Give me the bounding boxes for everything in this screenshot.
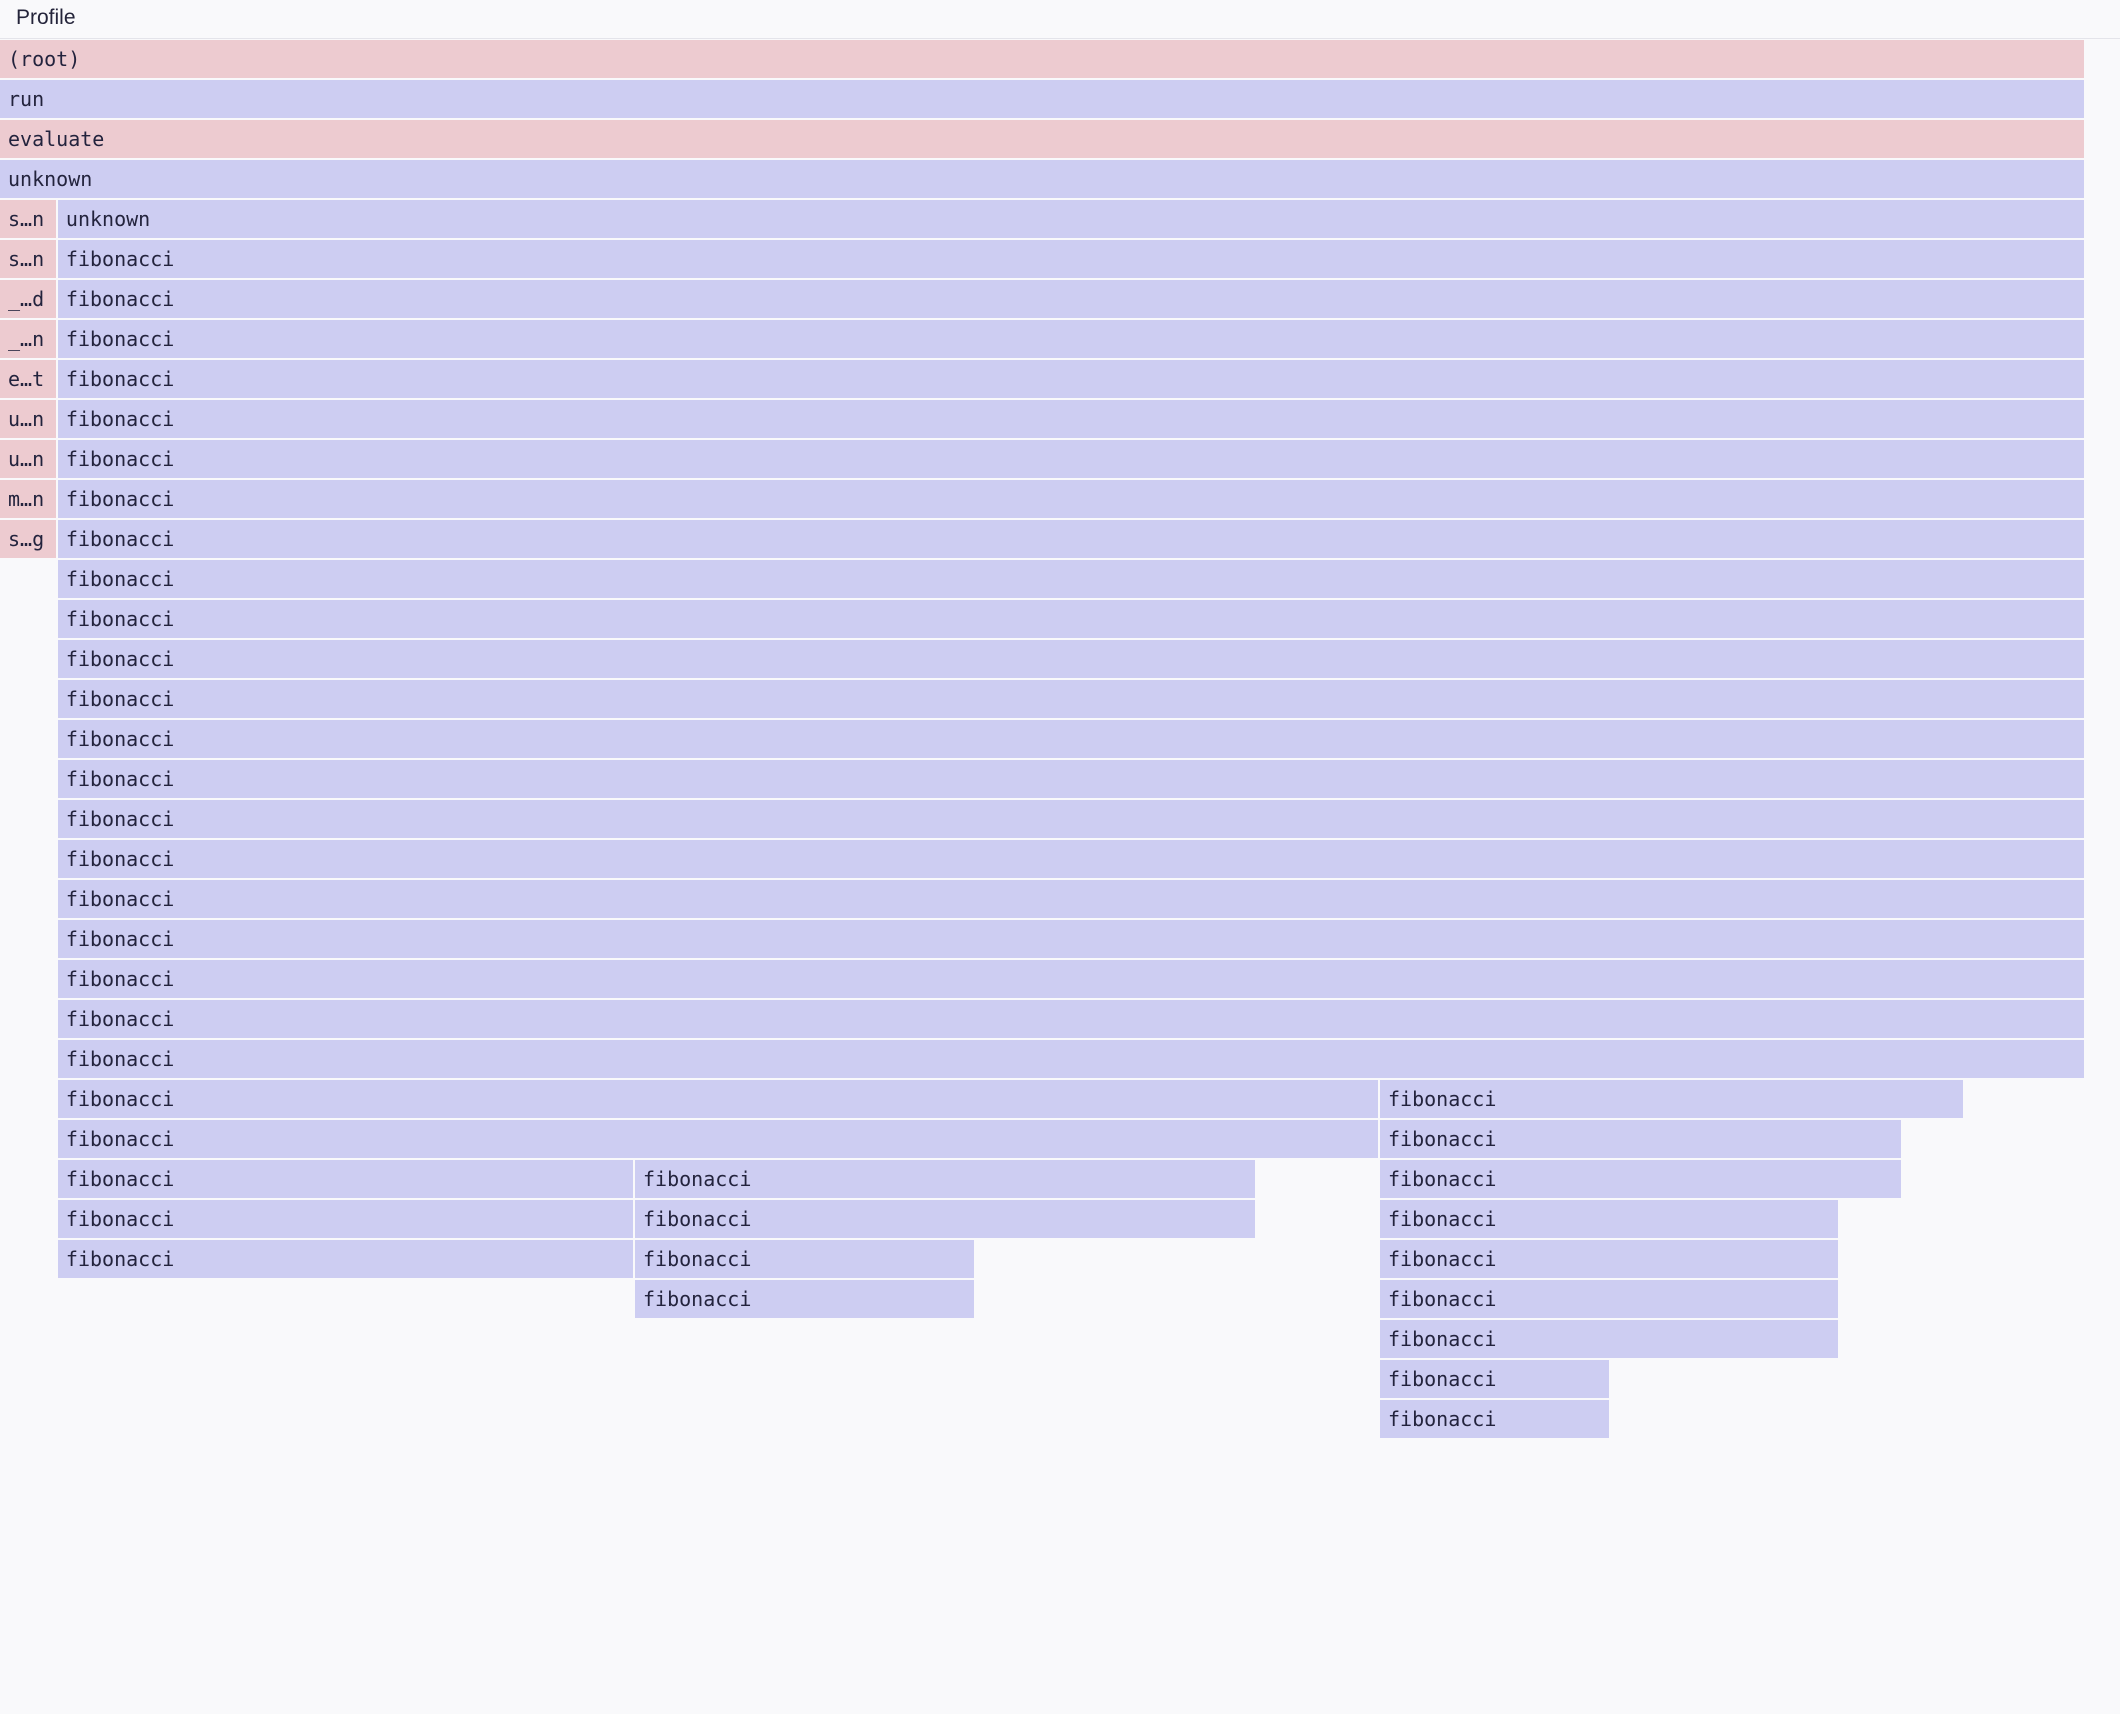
flame-graph: (root) run evaluate unknown s…n unknown s…n fib… (0, 40, 2084, 1640)
flame-frame[interactable]: fibonacci (1380, 1280, 1838, 1318)
flame-frame[interactable]: fibonacci (634, 1200, 1256, 1238)
flame-frame[interactable]: (root) (0, 40, 2084, 78)
flame-frame[interactable]: fibonacci (634, 1240, 974, 1278)
flame-frame[interactable]: fibonacci (57, 320, 2084, 358)
flame-frame[interactable]: u…n (0, 440, 56, 478)
flame-frame[interactable]: fibonacci (634, 1280, 974, 1318)
flame-frame[interactable]: fibonacci (57, 560, 2084, 598)
flame-frame[interactable]: s…n (0, 200, 56, 238)
flame-frame[interactable]: unknown (0, 160, 2084, 198)
flame-frame[interactable]: fibonacci (57, 720, 2084, 758)
flame-frame[interactable]: s…n (0, 240, 56, 278)
flame-frame[interactable]: fibonacci (1380, 1160, 1901, 1198)
flame-frame[interactable]: fibonacci (57, 920, 2084, 958)
flame-frame[interactable]: u…n (0, 400, 56, 438)
flame-frame[interactable]: fibonacci (57, 1240, 633, 1278)
flame-frame[interactable]: fibonacci (57, 1000, 2084, 1038)
flame-frame[interactable]: fibonacci (57, 520, 2084, 558)
flame-frame[interactable]: fibonacci (57, 280, 2084, 318)
flame-frame[interactable]: s…g (0, 520, 56, 558)
flame-frame[interactable]: fibonacci (57, 600, 2084, 638)
flame-frame[interactable]: fibonacci (57, 880, 2084, 918)
flame-frame[interactable]: e…t (0, 360, 56, 398)
flame-frame[interactable]: fibonacci (57, 760, 2084, 798)
flame-frame[interactable]: fibonacci (1380, 1400, 1609, 1438)
flame-frame[interactable]: fibonacci (57, 1080, 1378, 1118)
toolbar-header: Profile (0, 0, 2120, 39)
flame-frame[interactable]: fibonacci (57, 1120, 1378, 1158)
flame-frame[interactable]: m…n (0, 480, 56, 518)
page-title: Profile (16, 6, 76, 29)
flame-frame[interactable]: fibonacci (57, 800, 2084, 838)
flame-frame[interactable]: fibonacci (57, 240, 2084, 278)
flame-frame[interactable]: fibonacci (1380, 1080, 1963, 1118)
flame-frame[interactable]: fibonacci (57, 440, 2084, 478)
flame-frame[interactable]: fibonacci (57, 400, 2084, 438)
flame-frame[interactable]: fibonacci (57, 840, 2084, 878)
flame-frame[interactable]: fibonacci (1380, 1240, 1838, 1278)
flame-frame[interactable]: fibonacci (1380, 1200, 1838, 1238)
flame-frame[interactable]: run (0, 80, 2084, 118)
flame-frame[interactable]: fibonacci (57, 360, 2084, 398)
flame-frame[interactable]: fibonacci (57, 680, 2084, 718)
flame-frame[interactable]: fibonacci (1380, 1320, 1838, 1358)
flame-frame[interactable]: unknown (57, 200, 2084, 238)
flame-frame[interactable]: fibonacci (57, 1160, 633, 1198)
flame-frame[interactable]: _…d (0, 280, 56, 318)
flame-frame[interactable]: fibonacci (57, 960, 2084, 998)
flame-frame[interactable]: fibonacci (1380, 1360, 1609, 1398)
flame-frame[interactable]: fibonacci (57, 640, 2084, 678)
flame-frame[interactable]: _…n (0, 320, 56, 358)
flame-frame[interactable]: fibonacci (634, 1160, 1256, 1198)
flame-frame[interactable]: fibonacci (57, 1200, 633, 1238)
flame-frame[interactable]: evaluate (0, 120, 2084, 158)
flame-frame[interactable]: fibonacci (1380, 1120, 1901, 1158)
flame-frame[interactable]: fibonacci (57, 1040, 2084, 1078)
flame-frame[interactable]: fibonacci (57, 480, 2084, 518)
